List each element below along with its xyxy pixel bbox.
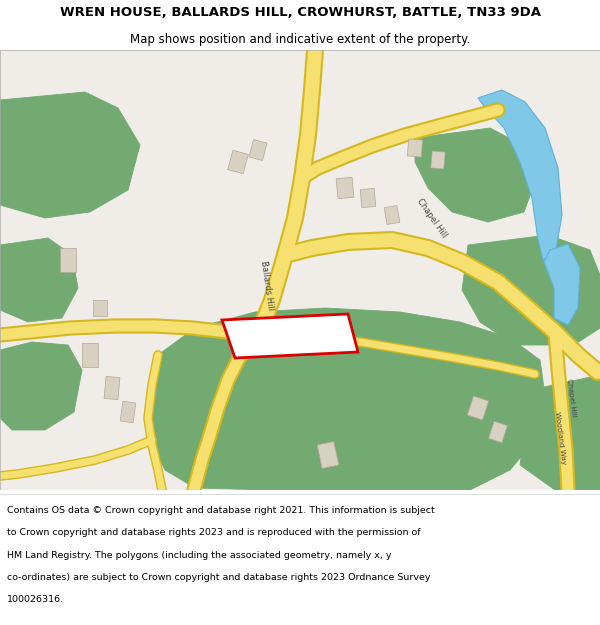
Bar [120,401,136,422]
Bar [407,139,423,157]
Polygon shape [478,90,562,260]
Polygon shape [0,342,82,430]
Bar [488,421,508,442]
Polygon shape [520,375,600,490]
Bar [93,300,107,316]
Bar [336,177,354,199]
Polygon shape [415,128,535,222]
Bar [431,151,445,169]
Polygon shape [222,314,358,358]
Bar [467,396,488,420]
Text: WREN HOUSE, BALLARDS HILL, CROWHURST, BATTLE, TN33 9DA: WREN HOUSE, BALLARDS HILL, CROWHURST, BA… [59,6,541,19]
Bar [384,206,400,224]
Text: Chapel Hill: Chapel Hill [566,378,577,418]
Bar [360,188,376,208]
Polygon shape [0,92,140,218]
Bar [317,441,339,469]
Polygon shape [148,308,545,490]
Text: Map shows position and indicative extent of the property.: Map shows position and indicative extent… [130,32,470,46]
Text: HM Land Registry. The polygons (including the associated geometry, namely x, y: HM Land Registry. The polygons (includin… [7,551,392,560]
Polygon shape [462,235,600,345]
Text: Chapel Hill: Chapel Hill [415,197,449,239]
Bar [104,376,120,399]
Text: co-ordinates) are subject to Crown copyright and database rights 2023 Ordnance S: co-ordinates) are subject to Crown copyr… [7,573,431,582]
Polygon shape [0,238,78,322]
Text: Ballards Hill: Ballards Hill [259,259,275,311]
Polygon shape [544,244,580,325]
Text: 100026316.: 100026316. [7,595,64,604]
Text: to Crown copyright and database rights 2023 and is reproduced with the permissio: to Crown copyright and database rights 2… [7,529,421,538]
Bar [82,343,98,367]
Text: Woodland Way: Woodland Way [554,411,566,465]
Bar [249,139,267,161]
Bar [60,248,76,272]
Text: Contains OS data © Crown copyright and database right 2021. This information is : Contains OS data © Crown copyright and d… [7,506,435,515]
Bar [227,150,248,174]
